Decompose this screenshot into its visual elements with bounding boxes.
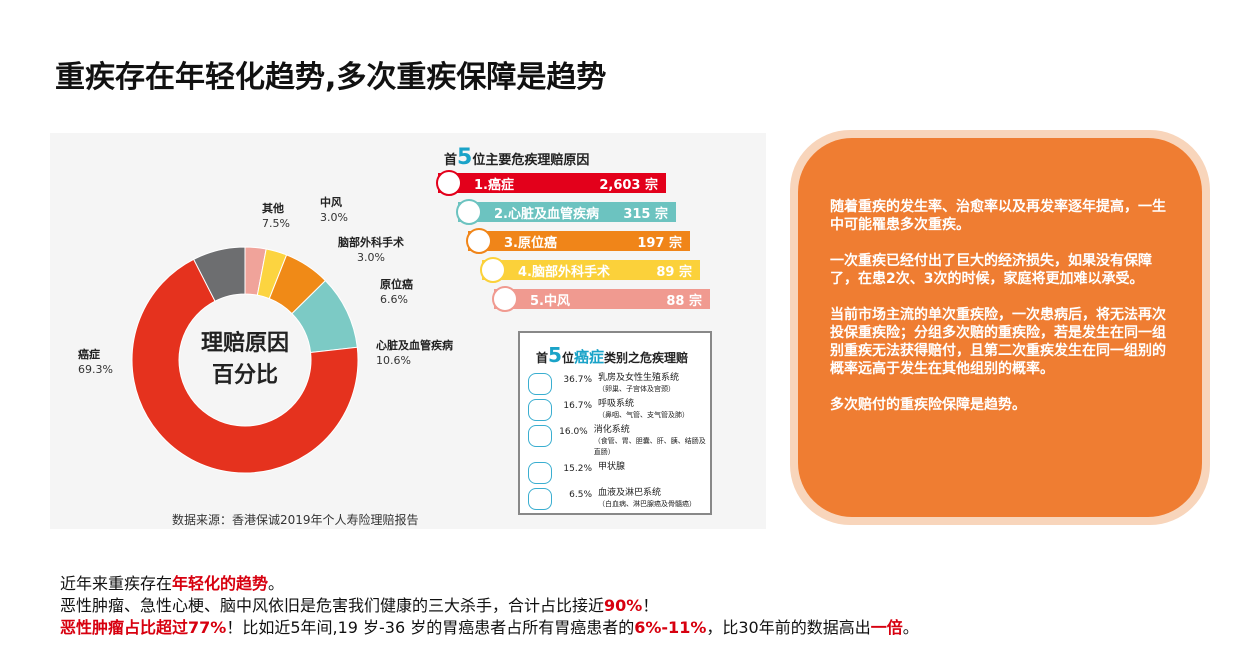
card-text: 多次赔付的重疾险保障是趋势。: [830, 397, 1026, 413]
disease-icon: [492, 286, 518, 312]
label-other: 其他 7.5%: [262, 202, 290, 230]
cancer-category-row: 16.0% 消化系统 （食管、胃、胆囊、肝、胰、结肠及直肠）: [528, 425, 710, 458]
cancer-category-row: 15.2% 甲状腺: [528, 462, 710, 484]
cancer-categories-box: 首5位癌症类别之危疾理赔 36.7% 乳房及女性生殖系统 （卵巢、子宫体及宫颈） 16…: [518, 331, 712, 515]
disease-icon: [480, 257, 506, 283]
bar-label: 1.癌症: [474, 177, 514, 193]
donut-slice: [193, 246, 246, 302]
top5-bar: 3.原位癌 197 宗: [466, 228, 690, 254]
card-text: 一次重疾已经付出了巨大的经济损失，如果没有保障了，在患2次、3次的时候，家庭将更…: [830, 253, 1152, 287]
top5-bar: 1.癌症 2,603 宗: [436, 170, 666, 196]
bar-count: 315 宗: [623, 206, 668, 222]
top5-title: 首5位主要危疾理赔原因: [444, 145, 590, 170]
card-text: 当前市场主流的单次重疾险，一次患病后，将无法再次投保重疾险；分组多次赔的重疾险，…: [830, 307, 1166, 377]
label-neuro: 脑部外科手术 3.0%: [338, 236, 404, 264]
card-text: 随着重疾的发生率、治愈率以及再发率逐年提高，一生中可能罹患多次重疾。: [830, 199, 1166, 233]
bar-count: 88 宗: [666, 293, 702, 309]
top5-bar: 4.脑部外科手术 89 宗: [480, 257, 700, 283]
label-stroke: 中风 3.0%: [320, 196, 348, 224]
organ-icon: [528, 399, 552, 421]
cancer-category-row: 16.7% 呼吸系统 （鼻咽、气管、支气管及肺）: [528, 399, 710, 421]
page-title: 重疾存在年轻化趋势,多次重疾保障是趋势: [55, 60, 607, 95]
footer-text: 近年来重疾存在年轻化的趋势。 恶性肿瘤、急性心梗、脑中风依旧是危害我们健康的三大…: [60, 574, 919, 637]
disease-icon: [436, 170, 462, 196]
bar-count: 89 宗: [656, 264, 692, 280]
bar-label: 5.中风: [530, 293, 570, 309]
bar-label: 3.原位癌: [504, 235, 557, 251]
info-card: 随着重疾的发生率、治愈率以及再发率逐年提高，一生中可能罹患多次重疾。 一次重疾已…: [790, 130, 1210, 525]
organ-icon: [528, 488, 552, 510]
bar-label: 4.脑部外科手术: [518, 264, 610, 280]
organ-icon: [528, 462, 552, 484]
cancer-category-row: 36.7% 乳房及女性生殖系统 （卵巢、子宫体及宫颈）: [528, 373, 710, 395]
donut-chart: [131, 246, 359, 474]
disease-icon: [466, 228, 492, 254]
top5-bar: 2.心脏及血管疾病 315 宗: [456, 199, 676, 225]
infographic-panel: 理赔原因 百分比 其他 7.5% 中风 3.0% 脑部外科手术 3.0% 原位癌 6.6%…: [50, 133, 766, 529]
top5-bar: 5.中风 88 宗: [492, 286, 710, 312]
data-source: 数据来源：香港保诚2019年个人寿险理赔报告: [172, 513, 419, 527]
bar-count: 197 宗: [637, 235, 682, 251]
label-cancer: 癌症 69.3%: [78, 348, 113, 376]
bar-label: 2.心脏及血管疾病: [494, 206, 599, 222]
donut-slice: [131, 258, 359, 474]
organ-icon: [528, 425, 552, 447]
cancer-category-row: 6.5% 血液及淋巴系统 （白血病、淋巴腺癌及骨髓癌）: [528, 488, 710, 510]
label-insitu: 原位癌 6.6%: [380, 278, 413, 306]
disease-icon: [456, 199, 482, 225]
bar-count: 2,603 宗: [599, 177, 658, 193]
label-heart: 心脏及血管疾病 10.6%: [376, 339, 453, 367]
donut-center-label: 理赔原因 百分比: [200, 331, 289, 388]
organ-icon: [528, 373, 552, 395]
